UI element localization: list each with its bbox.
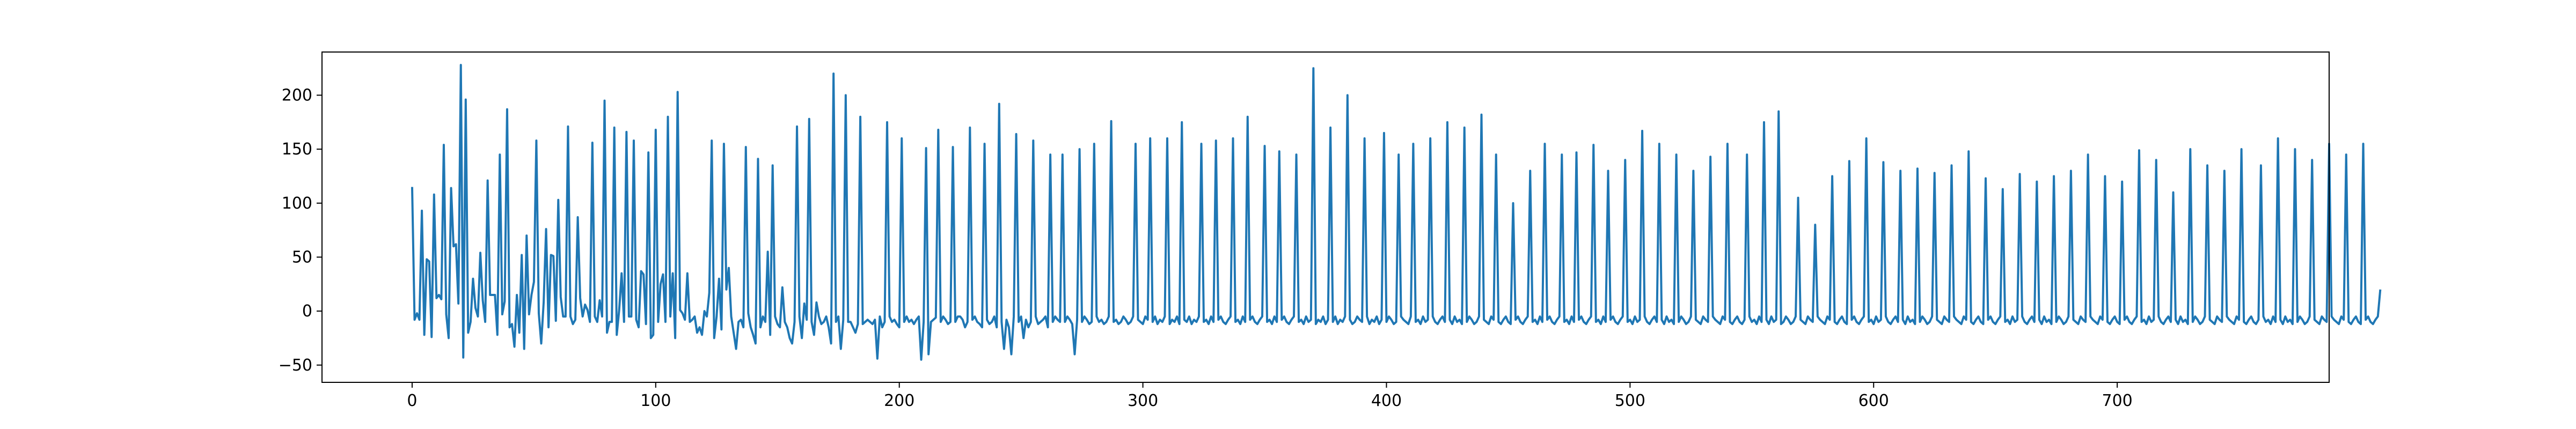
x-tick-label: 400 [1371,391,1402,410]
series-layer [411,64,2382,361]
x-tick-label: 600 [1858,391,1889,410]
x-axis: 0 100 200 300 400 500 600 700 [407,382,2133,410]
x-tick-label: 200 [884,391,914,410]
y-tick-label: 50 [292,248,312,267]
x-tick-label: 700 [2102,391,2132,410]
y-tick-label: 0 [302,302,312,321]
series-line-0 [411,64,2382,361]
x-tick-label: 0 [407,391,417,410]
x-tick-label: 500 [1615,391,1645,410]
y-axis: −50 0 50 100 150 200 [279,86,322,375]
y-tick-label: 150 [282,140,312,159]
x-tick-label: 300 [1128,391,1158,410]
plot-frame [321,51,2330,383]
y-tick-label: −50 [279,356,312,375]
y-tick-label: 200 [282,86,312,105]
x-tick-label: 100 [640,391,671,410]
y-tick-label: 100 [282,194,312,213]
